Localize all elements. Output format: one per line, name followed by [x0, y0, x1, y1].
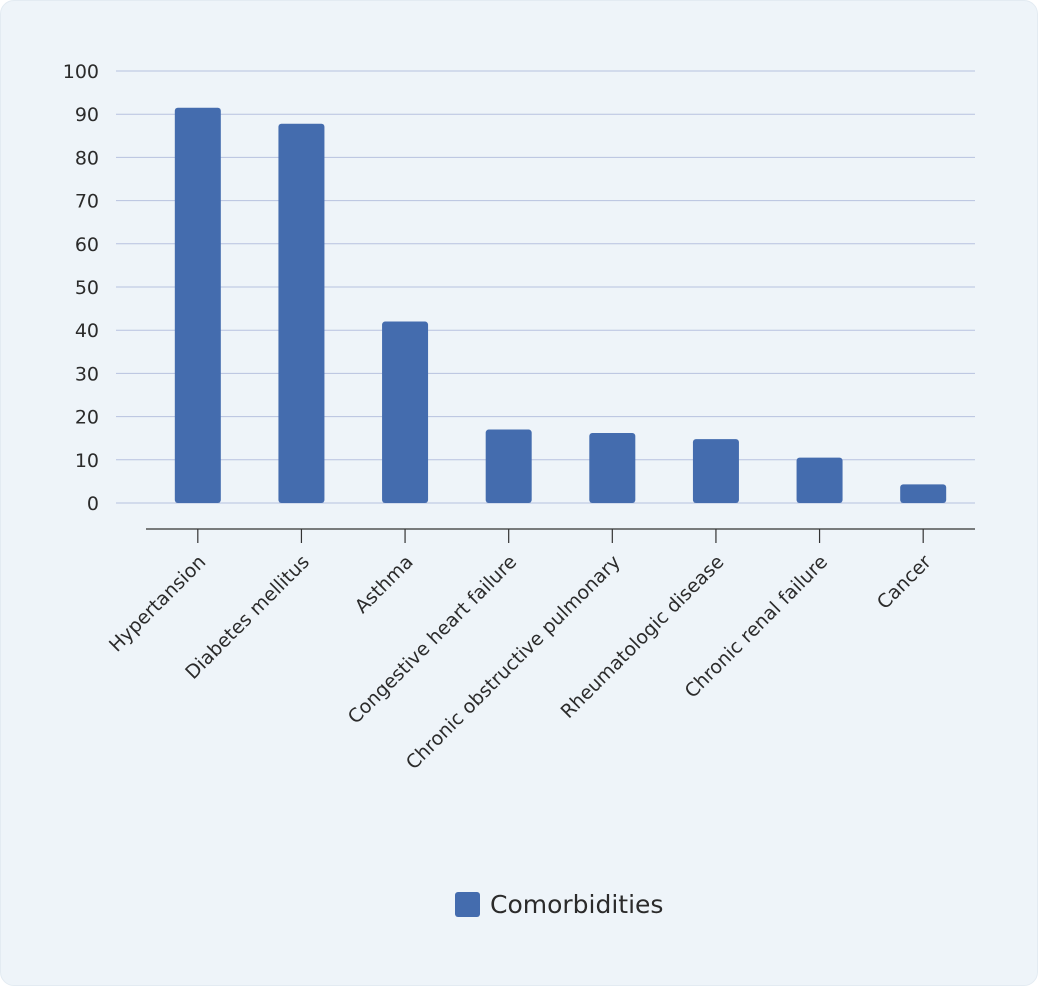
x-tick-label: Asthma	[351, 551, 418, 618]
legend: Comorbidities	[455, 890, 663, 919]
bar	[278, 123, 325, 503]
y-tick-label: 10	[75, 450, 99, 472]
y-tick-label: 60	[75, 234, 99, 256]
y-tick-label: 0	[87, 493, 99, 515]
y-tick-label: 70	[75, 191, 99, 213]
x-tick-label: Hypertansion	[105, 551, 210, 656]
x-tick-label: Chronic obstructive pulmonary	[402, 551, 625, 774]
bar	[174, 107, 221, 503]
bar	[796, 457, 843, 503]
y-tick-label: 100	[63, 61, 99, 83]
x-tick-label: Cancer	[873, 551, 936, 614]
bar	[382, 321, 429, 503]
legend-swatch	[455, 892, 480, 917]
y-tick-label: 80	[75, 147, 99, 169]
y-tick-label: 30	[75, 363, 99, 385]
y-tick-label: 90	[75, 104, 99, 126]
y-tick-label: 20	[75, 407, 99, 429]
legend-label: Comorbidities	[490, 890, 663, 919]
bar	[589, 433, 636, 503]
bar	[485, 429, 532, 503]
x-tick-label: Congestive heart failure	[344, 551, 521, 728]
y-tick-label: 40	[75, 320, 99, 342]
bars	[174, 107, 947, 503]
y-tick-label: 50	[75, 277, 99, 299]
bar	[900, 484, 947, 503]
gridlines	[116, 70, 975, 504]
bar	[692, 439, 739, 503]
